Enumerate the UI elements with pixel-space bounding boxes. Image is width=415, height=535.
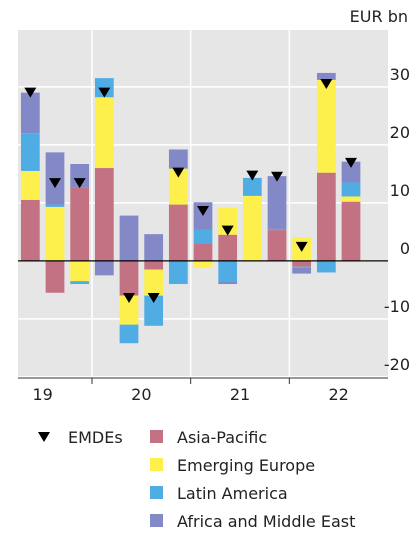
- legend-label: EMDEs: [68, 428, 123, 447]
- bar-segment: [316, 79, 336, 173]
- bar-segment: [70, 187, 90, 261]
- total-marker: [147, 292, 160, 303]
- y-tick-label: 20: [390, 123, 410, 142]
- x-tick-label: 22: [328, 385, 348, 404]
- bar-segment: [341, 196, 361, 202]
- bar-segment: [218, 260, 238, 282]
- bar-segment: [70, 163, 90, 188]
- total-marker: [73, 178, 86, 189]
- total-marker: [320, 78, 333, 89]
- bar-segment: [341, 182, 361, 197]
- bar-segment: [341, 161, 361, 183]
- total-marker: [345, 157, 357, 168]
- bar-segment: [168, 168, 188, 205]
- bar-segment: [316, 172, 336, 261]
- legend-label: Emerging Europe: [177, 456, 315, 475]
- total-marker: [24, 87, 37, 98]
- y-tick-label: -10: [384, 297, 410, 316]
- total-marker: [98, 87, 111, 98]
- bar-segment: [94, 97, 114, 169]
- total-marker: [271, 171, 283, 182]
- bar-segment: [292, 267, 312, 274]
- bar-segment: [144, 260, 164, 270]
- bar-segment: [20, 199, 40, 261]
- bar-segment: [218, 281, 238, 285]
- bar-segment: [316, 260, 336, 273]
- y-tick-label: 30: [390, 65, 410, 84]
- legend-swatch: [150, 430, 163, 443]
- total-marker: [295, 241, 308, 252]
- bar-segment: [119, 215, 139, 261]
- bar-segment: [193, 260, 213, 268]
- legend-label: Africa and Middle East: [177, 512, 355, 531]
- bar-segment: [70, 260, 90, 282]
- bar-segment: [45, 260, 65, 293]
- bar-segment: [218, 207, 238, 235]
- x-tick-label: 20: [131, 385, 151, 404]
- legend-label: Latin America: [177, 484, 288, 503]
- bar-segment: [144, 234, 164, 261]
- total-marker: [246, 170, 259, 181]
- bar-segment: [242, 177, 262, 196]
- bar-segment: [193, 243, 213, 261]
- total-marker: [123, 292, 135, 303]
- bar-segment: [20, 170, 40, 200]
- bar-segment: [45, 206, 65, 261]
- bar-segment: [144, 295, 164, 326]
- legend-swatch: [150, 486, 163, 499]
- bar-segment: [94, 260, 114, 276]
- bar-segment: [45, 204, 65, 207]
- total-marker: [49, 178, 61, 189]
- bar-segment: [292, 260, 312, 267]
- bar-segment: [168, 149, 188, 169]
- bar-segment: [168, 204, 188, 261]
- x-tick-label: 19: [32, 385, 52, 404]
- bar-segment: [94, 168, 114, 261]
- bar-segment: [242, 195, 262, 261]
- bar-segment: [267, 228, 287, 231]
- bar-segment: [144, 269, 164, 296]
- legend-swatch: [150, 458, 163, 471]
- y-tick-label: 0: [400, 239, 410, 258]
- y-tick-label: -20: [384, 355, 410, 374]
- legend-label: Asia-Pacific: [177, 428, 267, 447]
- y-tick-label: 10: [390, 181, 410, 200]
- bar-segment: [341, 201, 361, 261]
- bar-segment: [119, 260, 139, 296]
- bar-segment: [193, 229, 213, 244]
- bar-segment: [267, 230, 287, 261]
- bar-segment: [70, 281, 90, 285]
- legend-marker: [38, 432, 50, 442]
- x-tick-label: 21: [230, 385, 250, 404]
- bar-segment: [20, 92, 40, 134]
- total-marker: [221, 225, 234, 236]
- total-marker: [197, 205, 209, 216]
- bar-segment: [316, 72, 336, 80]
- bar-segment: [267, 176, 287, 229]
- bar-segment: [20, 133, 40, 171]
- bar-segment: [119, 295, 139, 325]
- legend-swatch: [150, 514, 163, 527]
- bar-segment: [292, 266, 312, 268]
- total-marker: [172, 167, 185, 178]
- bar-segment: [218, 234, 238, 261]
- unit-label: EUR bn: [350, 7, 408, 26]
- bar-segment: [168, 260, 188, 285]
- bar-segment: [119, 324, 139, 344]
